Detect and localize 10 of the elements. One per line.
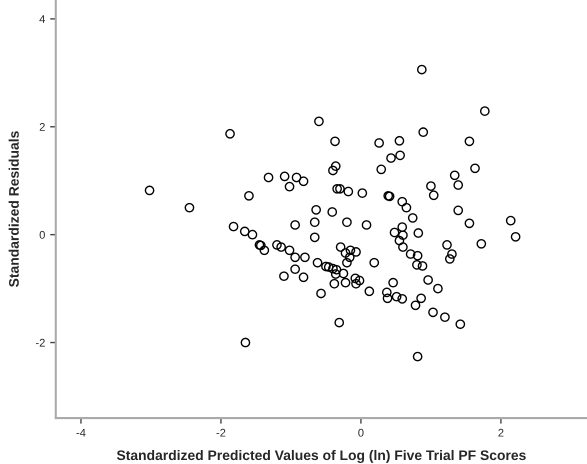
x-axis-title: Standardized Predicted Values of Log (ln) Five Trial PF Scores — [116, 450, 526, 463]
x-tick-label: 0 — [358, 428, 364, 437]
y-axis-title: Standardized Residuals — [8, 131, 19, 287]
x-tick-label: -4 — [76, 428, 86, 437]
y-tick-label: 0 — [40, 230, 45, 239]
y-tick-label: 2 — [40, 123, 45, 131]
x-tick-label: 2 — [498, 428, 504, 437]
y-tick-label: 4 — [39, 15, 46, 23]
x-tick-label: -2 — [216, 428, 226, 437]
y-tick-label: -2 — [36, 338, 45, 347]
